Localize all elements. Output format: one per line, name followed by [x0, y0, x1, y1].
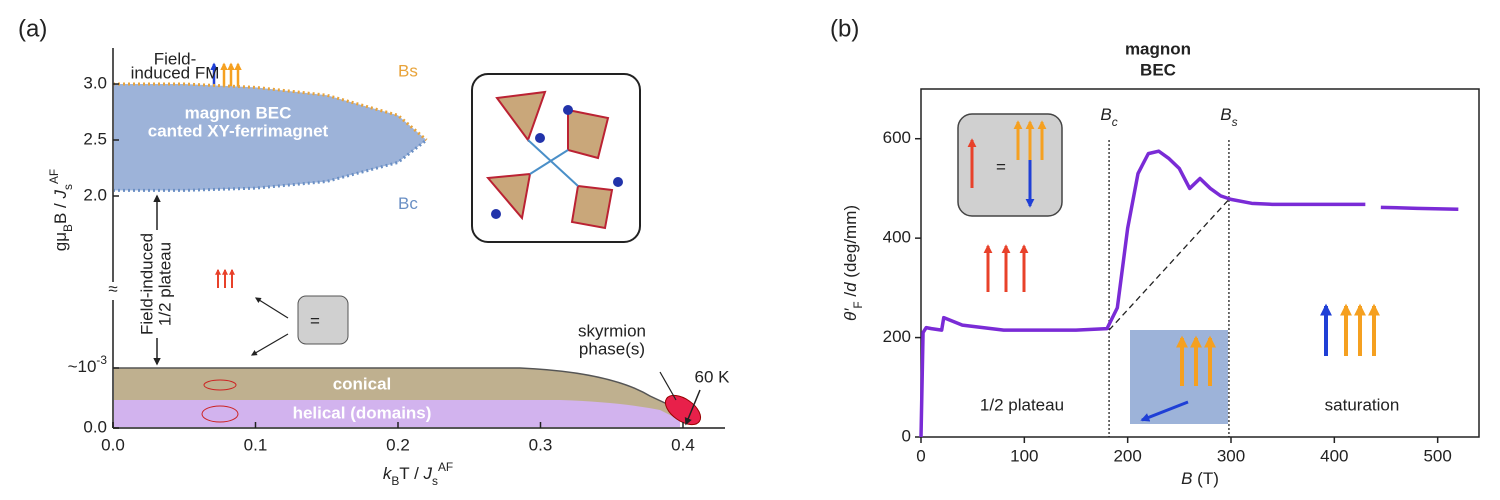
pointer	[684, 389, 701, 426]
label-part: B	[61, 224, 75, 232]
annotation: Field-	[154, 49, 197, 68]
pointer	[254, 297, 289, 319]
y-tick-label: ~10-3	[68, 353, 108, 376]
label-part: s	[432, 474, 438, 488]
label-part: θ′	[841, 308, 860, 321]
y-tick-label: 400	[883, 228, 911, 247]
pointer	[250, 333, 289, 356]
y-tick-label: 600	[883, 128, 911, 147]
annotation: Field-induced	[137, 233, 156, 335]
annotation: =	[996, 157, 1006, 176]
y-tick-label: 2.5	[83, 129, 107, 148]
phase-boundary	[113, 367, 681, 411]
label-part: gμ	[51, 232, 70, 251]
label-part: F	[851, 301, 865, 308]
x-tick-label: 500	[1423, 446, 1451, 465]
x-tick-label: 400	[1320, 446, 1348, 465]
axis-break: ≈	[108, 279, 117, 298]
x-tick-label: 0.3	[529, 435, 553, 454]
label-part: B	[1181, 469, 1192, 488]
label-part: J	[423, 464, 433, 483]
chart-title: magnon	[1125, 39, 1191, 58]
label-part: B	[1100, 105, 1111, 124]
x-tick-label: 0.2	[386, 435, 410, 454]
label-part: AF	[438, 460, 453, 474]
label-part: (T)	[1192, 469, 1218, 488]
y-tick-label: 0	[902, 426, 911, 445]
annotation: saturation	[1325, 395, 1400, 414]
plot-frame	[920, 88, 1480, 438]
y-axis-label: gμBB / JsAF	[47, 169, 75, 251]
annotation: 1/2 plateau	[155, 242, 174, 326]
equivalence-box	[957, 113, 1063, 217]
cone-icon	[203, 379, 237, 391]
crystal-structure	[485, 90, 623, 230]
panel-label: (a)	[18, 15, 47, 42]
x-tick-label: 300	[1217, 446, 1245, 465]
series-label: Bs	[398, 61, 418, 80]
x-axis-label: B (T)	[1181, 469, 1219, 488]
helix-icon	[201, 405, 239, 423]
x-tick-label: 0.1	[244, 435, 268, 454]
equivalence-box	[297, 295, 349, 345]
label-part: J	[51, 189, 70, 199]
label-part: c	[1112, 115, 1118, 129]
annotation: induced FM	[131, 63, 220, 82]
label-part: s	[61, 184, 75, 190]
label-part: s	[1232, 115, 1238, 129]
label-part: T /	[399, 464, 423, 483]
annotation: magnon BEC	[185, 103, 292, 122]
annotation: canted XY-ferrimagnet	[148, 121, 329, 140]
y-axis-label: θ′F /d (deg/mm)	[841, 205, 865, 321]
bec-icon-box	[1130, 330, 1228, 424]
panel-label: (b)	[830, 15, 859, 42]
label-part: (deg/mm)	[841, 205, 860, 282]
annotation: conical	[333, 374, 392, 393]
reference-line	[1108, 198, 1230, 331]
x-tick-label: 0.4	[671, 435, 695, 454]
annotation: =	[310, 311, 320, 330]
arrow-icon	[967, 120, 1380, 422]
annotation: phase(s)	[579, 339, 645, 358]
label-part: -3	[96, 353, 107, 367]
skyrmion-region	[664, 394, 702, 426]
label-part: /	[841, 292, 860, 302]
x-axis-label: kBT / JsAF	[383, 460, 453, 488]
label-part: AF	[47, 169, 61, 184]
vline-label: Bs	[1220, 105, 1237, 129]
x-tick-label: 100	[1010, 446, 1038, 465]
bec-region	[113, 84, 427, 191]
pointer	[659, 371, 677, 401]
annotation: 60 K	[695, 367, 731, 386]
annotation: helical (domains)	[293, 403, 432, 422]
annotation: 1/2 plateau	[980, 395, 1064, 414]
data-line	[919, 149, 1459, 438]
y-tick-label: 0.0	[83, 417, 107, 436]
y-tick-label: 200	[883, 327, 911, 346]
y-tick-label: 2.0	[83, 185, 107, 204]
label-part: ~10	[68, 357, 97, 376]
series-label: Bc	[398, 194, 418, 213]
label-part: d	[841, 282, 860, 292]
label-part: k	[383, 464, 393, 483]
label-part: B /	[51, 198, 70, 224]
label-part: B	[1220, 105, 1231, 124]
x-tick-label: 0.0	[101, 435, 125, 454]
helical-region	[113, 400, 680, 428]
annotation: skyrmion	[578, 321, 646, 340]
x-tick-label: 200	[1113, 446, 1141, 465]
vline-label: Bc	[1100, 105, 1117, 129]
y-tick-label: 3.0	[83, 73, 107, 92]
label-part: B	[391, 474, 399, 488]
x-tick-label: 0	[916, 446, 925, 465]
chart-title: BEC	[1140, 60, 1176, 79]
